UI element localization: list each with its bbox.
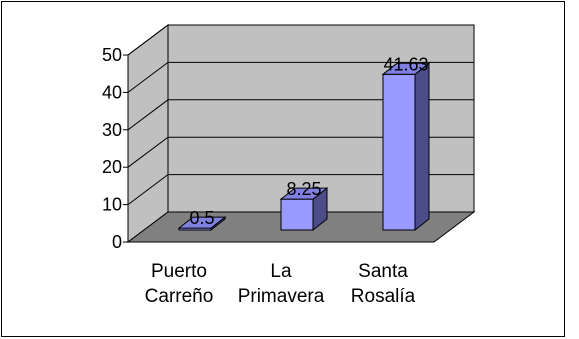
- category-label-line: Santa: [358, 261, 408, 282]
- bar: [279, 187, 329, 232]
- bar: [177, 216, 227, 232]
- bar-top: [279, 187, 329, 200]
- data-label: 8.25: [286, 179, 321, 199]
- category-label: Puerto Carreño: [145, 261, 214, 307]
- axes: [123, 54, 434, 243]
- gridline: [127, 174, 474, 206]
- bar-top: [381, 62, 431, 75]
- chart-frame: 0 10 20 30 40 50 0.5 8.25 41.63 Puerto Carreño La Pr…: [1, 1, 565, 337]
- y-tick-label: 40: [102, 82, 122, 102]
- bars: [177, 62, 431, 232]
- bar-side: [414, 62, 430, 232]
- bar-top: [177, 216, 227, 229]
- side-wall: [127, 24, 169, 243]
- gridline: [127, 99, 474, 131]
- y-tick-label: 0: [112, 232, 122, 252]
- bar-front: [280, 198, 314, 231]
- y-tick-label: 10: [102, 195, 122, 215]
- bar: [381, 62, 431, 232]
- chart-svg: 0 10 20 30 40 50 0.5 8.25 41.63 Puerto Carreño La Pr…: [102, 24, 476, 307]
- category-label-line: Primavera: [238, 286, 325, 307]
- gridline: [127, 61, 474, 93]
- category-label-line: La: [270, 261, 292, 282]
- y-tick-label: 30: [102, 120, 122, 140]
- gridline: [127, 136, 474, 168]
- gridline: [127, 24, 474, 56]
- category-label-line: Carreño: [145, 286, 214, 307]
- category-label: La Primavera: [238, 261, 325, 307]
- bar-front: [382, 73, 416, 231]
- category-label-line: Puerto: [151, 261, 207, 282]
- category-label-line: Rosalía: [351, 286, 416, 307]
- data-label: 41.63: [383, 54, 428, 74]
- y-tick-label: 20: [102, 157, 122, 177]
- gridlines: [127, 24, 474, 206]
- data-label: 0.5: [189, 208, 214, 228]
- category-label: Santa Rosalía: [351, 261, 416, 307]
- labels: 0 10 20 30 40 50 0.5 8.25 41.63 Puerto Carreño La Pr…: [102, 45, 429, 307]
- y-tick-label: 50: [102, 45, 122, 65]
